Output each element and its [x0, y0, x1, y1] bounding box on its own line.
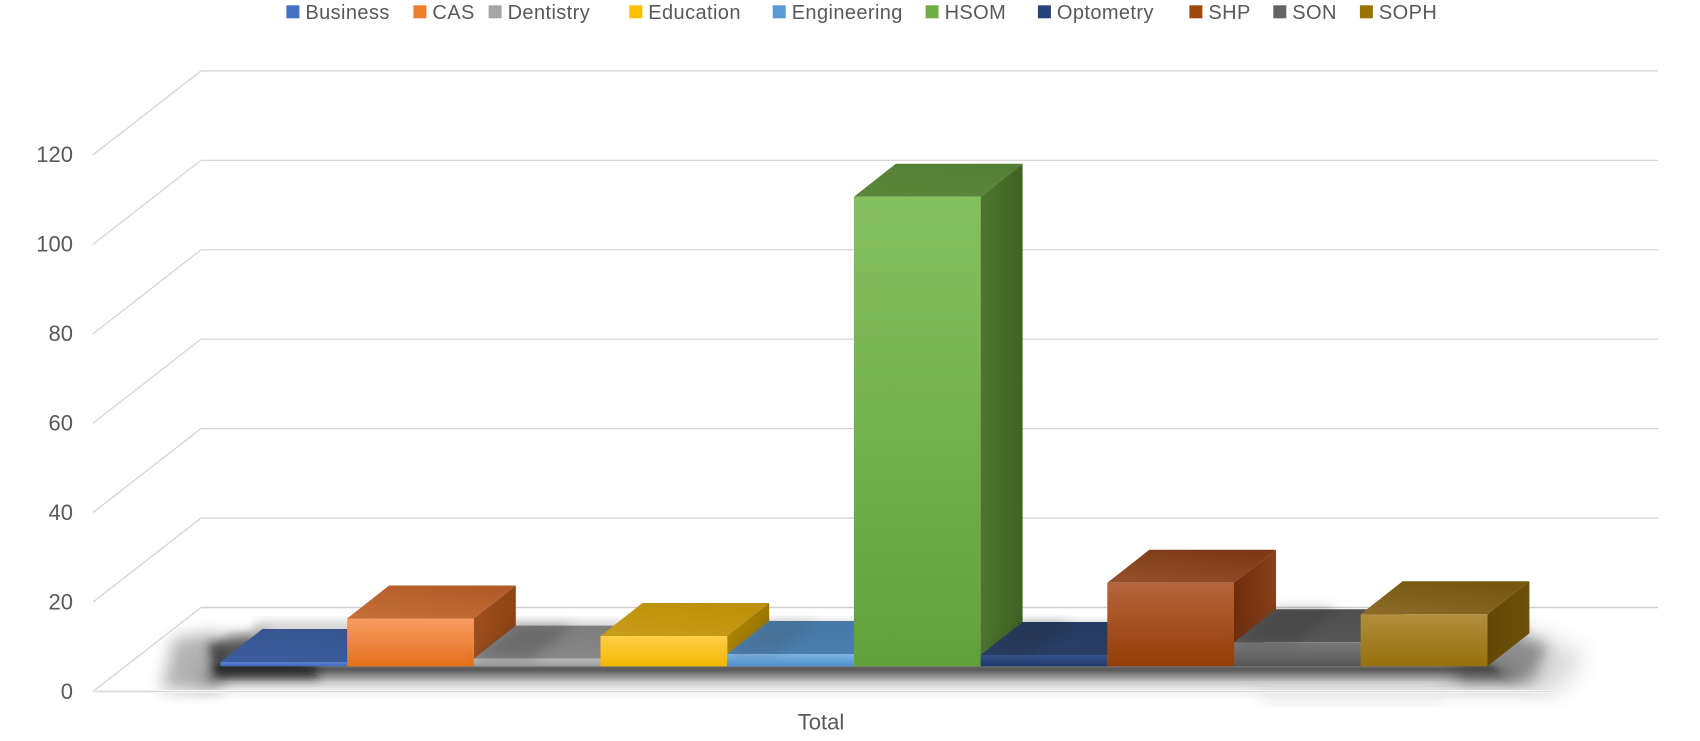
svg-text:CAS: CAS — [432, 2, 474, 24]
svg-text:Business: Business — [305, 2, 389, 24]
svg-text:120: 120 — [36, 142, 73, 167]
svg-text:40: 40 — [49, 500, 73, 525]
svg-text:Engineering: Engineering — [792, 2, 903, 24]
svg-text:60: 60 — [49, 411, 73, 436]
svg-text:SON: SON — [1292, 2, 1337, 24]
svg-text:80: 80 — [49, 321, 73, 346]
svg-text:20: 20 — [49, 589, 73, 614]
svg-text:SHP: SHP — [1208, 2, 1250, 24]
svg-text:HSOM: HSOM — [945, 2, 1007, 24]
svg-text:SOPH: SOPH — [1379, 2, 1437, 24]
svg-text:Dentistry: Dentistry — [508, 2, 591, 24]
svg-text:0: 0 — [61, 679, 73, 704]
svg-text:Total: Total — [798, 710, 844, 735]
svg-text:Education: Education — [648, 2, 741, 24]
svg-text:100: 100 — [36, 232, 73, 257]
svg-text:Optometry: Optometry — [1057, 2, 1154, 24]
